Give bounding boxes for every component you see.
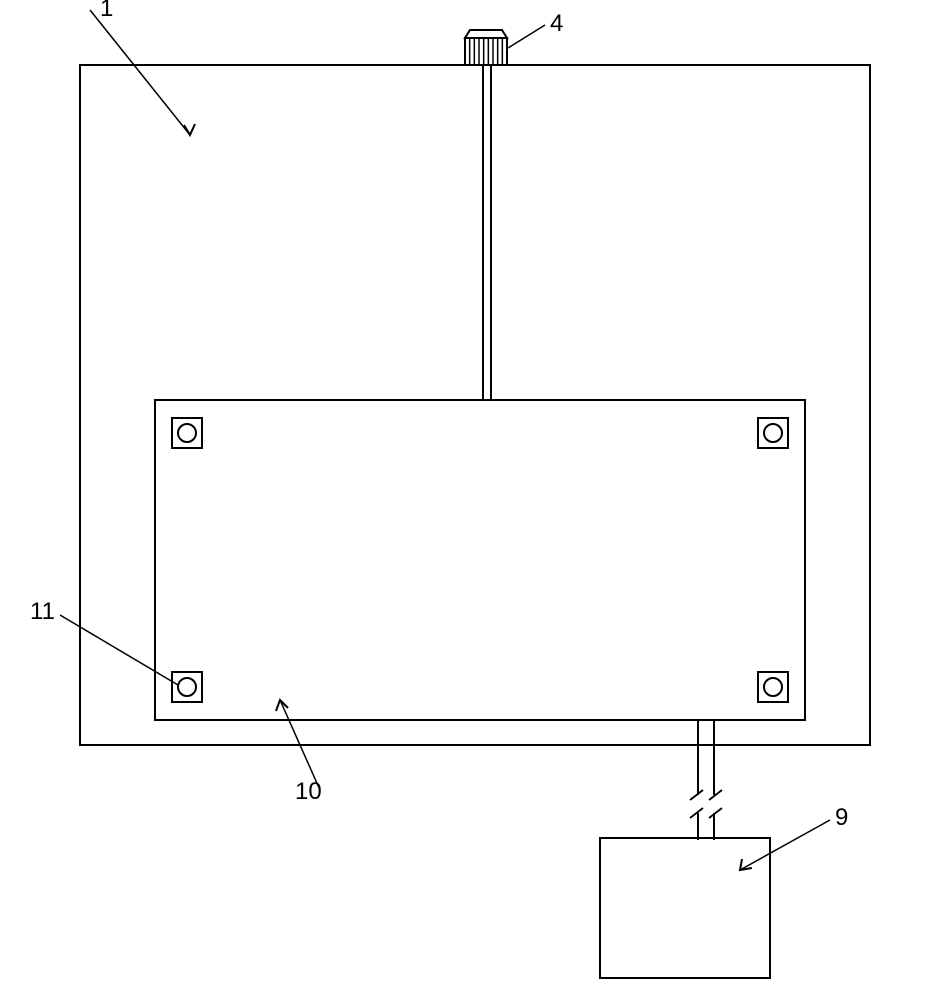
label-9: 9 xyxy=(835,804,848,832)
technical-diagram-svg xyxy=(0,0,950,1000)
label-4: 4 xyxy=(550,10,563,38)
diagram-container: 1 4 11 10 9 xyxy=(0,0,950,1000)
label-11: 11 xyxy=(30,598,55,626)
label-1: 1 xyxy=(100,0,113,23)
label-10: 10 xyxy=(295,778,322,806)
